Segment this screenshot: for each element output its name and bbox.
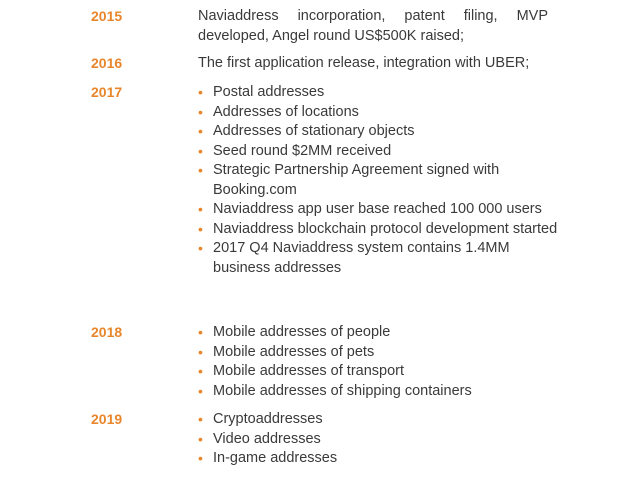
bullet-icon: • — [198, 123, 203, 139]
list-item-text: Seed round $2MM received — [213, 142, 392, 159]
list-item: • Mobile addresses of people — [198, 323, 558, 343]
list-item: • Naviaddress app user base reached 100 0… — [198, 200, 543, 220]
bullet-icon: • — [198, 142, 203, 159]
bullet-icon: • — [198, 430, 203, 447]
milestone-list: • Mobile addresses of people • Mobile addr… — [198, 323, 558, 401]
bullet-icon: • — [198, 324, 203, 340]
list-item: • In-game addresses — [198, 449, 558, 469]
bullet-icon: • — [198, 103, 203, 120]
bullet-icon: • — [198, 382, 203, 399]
bullet-icon: • — [198, 84, 203, 100]
list-item-text: Strategic Partnership Agreement signed w… — [213, 162, 500, 198]
year-label: 2015 — [91, 8, 123, 24]
list-item: • Cryptoaddresses — [198, 410, 558, 430]
list-item-text: Mobile addresses of transport — [213, 363, 405, 379]
bullet-icon: • — [198, 363, 203, 379]
milestone-list: • Cryptoaddresses • Video addresses • In-ga… — [198, 410, 558, 469]
milestone-description: The first application release, integrati… — [198, 55, 530, 71]
list-item: • 2017 Q4 Naviaddress system contains 1.4… — [198, 239, 543, 278]
list-item: • Strategic Partnership Agreement signed … — [198, 161, 543, 200]
bullet-icon: • — [198, 201, 203, 217]
list-item: • Video addresses — [198, 430, 558, 450]
bullet-icon: • — [198, 240, 203, 256]
list-item: • Mobile addresses of pets — [198, 343, 558, 363]
list-item: • Postal addresses — [198, 83, 558, 103]
list-item-text: Addresses of locations — [213, 103, 359, 120]
list-item-text: Naviaddress blockchain protocol developm… — [213, 220, 558, 237]
list-item: • Seed round $2MM received — [198, 142, 558, 162]
year-label: 2017 — [91, 84, 123, 100]
year-label: 2018 — [91, 324, 123, 340]
list-item-text: Cryptoaddresses — [213, 411, 323, 427]
list-item-text: Postal addresses — [213, 84, 325, 100]
bullet-icon: • — [198, 411, 203, 427]
list-item-text: 2017 Q4 Naviaddress system contains 1.4M… — [213, 240, 510, 276]
list-item-text: Addresses of stationary objects — [213, 123, 415, 139]
list-item: • Addresses of stationary objects — [198, 122, 558, 142]
year-label: 2019 — [91, 411, 123, 427]
list-item: • Addresses of locations — [198, 103, 558, 123]
list-item-text: In-game addresses — [213, 450, 338, 466]
list-item: • Mobile addresses of transport — [198, 362, 558, 382]
milestone-list: • Postal addresses • Addresses of location… — [198, 83, 558, 278]
bullet-icon: • — [198, 220, 203, 237]
milestone-description: Naviaddress incorporation, patent filing… — [198, 8, 548, 44]
list-item: • Mobile addresses of shipping containers — [198, 382, 558, 402]
bullet-icon: • — [198, 162, 203, 178]
bullet-icon: • — [198, 450, 203, 466]
list-item-text: Mobile addresses of pets — [213, 343, 375, 360]
year-label: 2016 — [91, 55, 123, 71]
bullet-icon: • — [198, 343, 203, 360]
list-item-text: Mobile addresses of people — [213, 324, 391, 340]
list-item-text: Naviaddress app user base reached 100 00… — [213, 201, 542, 217]
list-item: • Naviaddress blockchain protocol develop… — [198, 220, 558, 240]
list-item-text: Video addresses — [213, 430, 321, 447]
list-item-text: Mobile addresses of shipping containers — [213, 382, 472, 399]
